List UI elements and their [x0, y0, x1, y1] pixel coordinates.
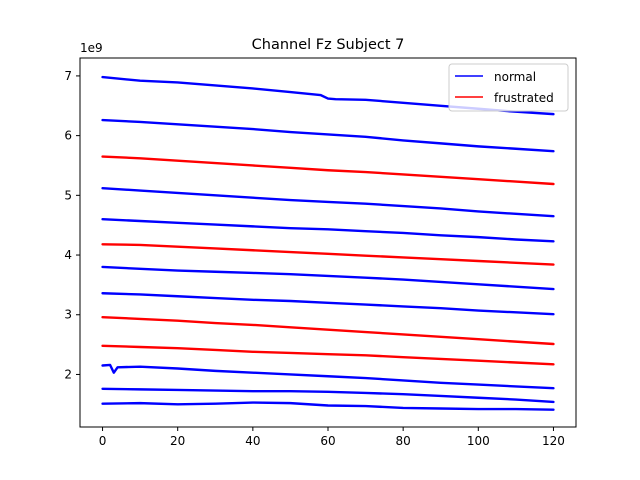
series-line-10-frustrated: [101, 344, 555, 366]
legend: normal frustrated: [448, 63, 569, 112]
series-line-6-frustrated: [101, 243, 555, 266]
series-line-5-normal: [101, 218, 555, 243]
series-line-4-normal: [101, 186, 555, 218]
chart-title: Channel Fz Subject 7: [252, 37, 405, 53]
x-tick-label-40: 40: [245, 434, 260, 448]
series-line-9-frustrated: [101, 315, 555, 346]
y-tick-label-3: 3: [64, 308, 72, 322]
tick-layer: 0 20 40 60 80 100 120 2 3 4 5 6 7: [64, 69, 565, 448]
series-layer: [101, 75, 555, 411]
y-tick-label-5: 5: [64, 188, 72, 202]
x-tick-label-60: 60: [320, 434, 335, 448]
x-tick-label-120: 120: [542, 434, 565, 448]
series-line-7-normal: [101, 265, 555, 291]
series-line-3-frustrated: [101, 155, 555, 186]
x-tick-label-80: 80: [396, 434, 411, 448]
y-tick-label-4: 4: [64, 248, 72, 262]
y-axis-offset-label: 1e9: [80, 41, 103, 55]
legend-label-frustrated: frustrated: [494, 91, 554, 105]
y-tick-label-6: 6: [64, 129, 72, 143]
legend-label-normal: normal: [494, 70, 536, 84]
x-tick-label-20: 20: [170, 434, 185, 448]
y-tick-label-2: 2: [64, 367, 72, 381]
y-tick-label-7: 7: [64, 69, 72, 83]
series-line-12-normal: [101, 387, 555, 404]
series-line-13-normal: [101, 401, 555, 411]
x-tick-label-0: 0: [99, 434, 107, 448]
x-tick-label-100: 100: [467, 434, 490, 448]
series-line-8-normal: [101, 292, 555, 316]
plot-area-frame: [79, 57, 577, 428]
series-line-2-normal: [101, 118, 555, 153]
series-line-11-normal: [101, 363, 555, 390]
